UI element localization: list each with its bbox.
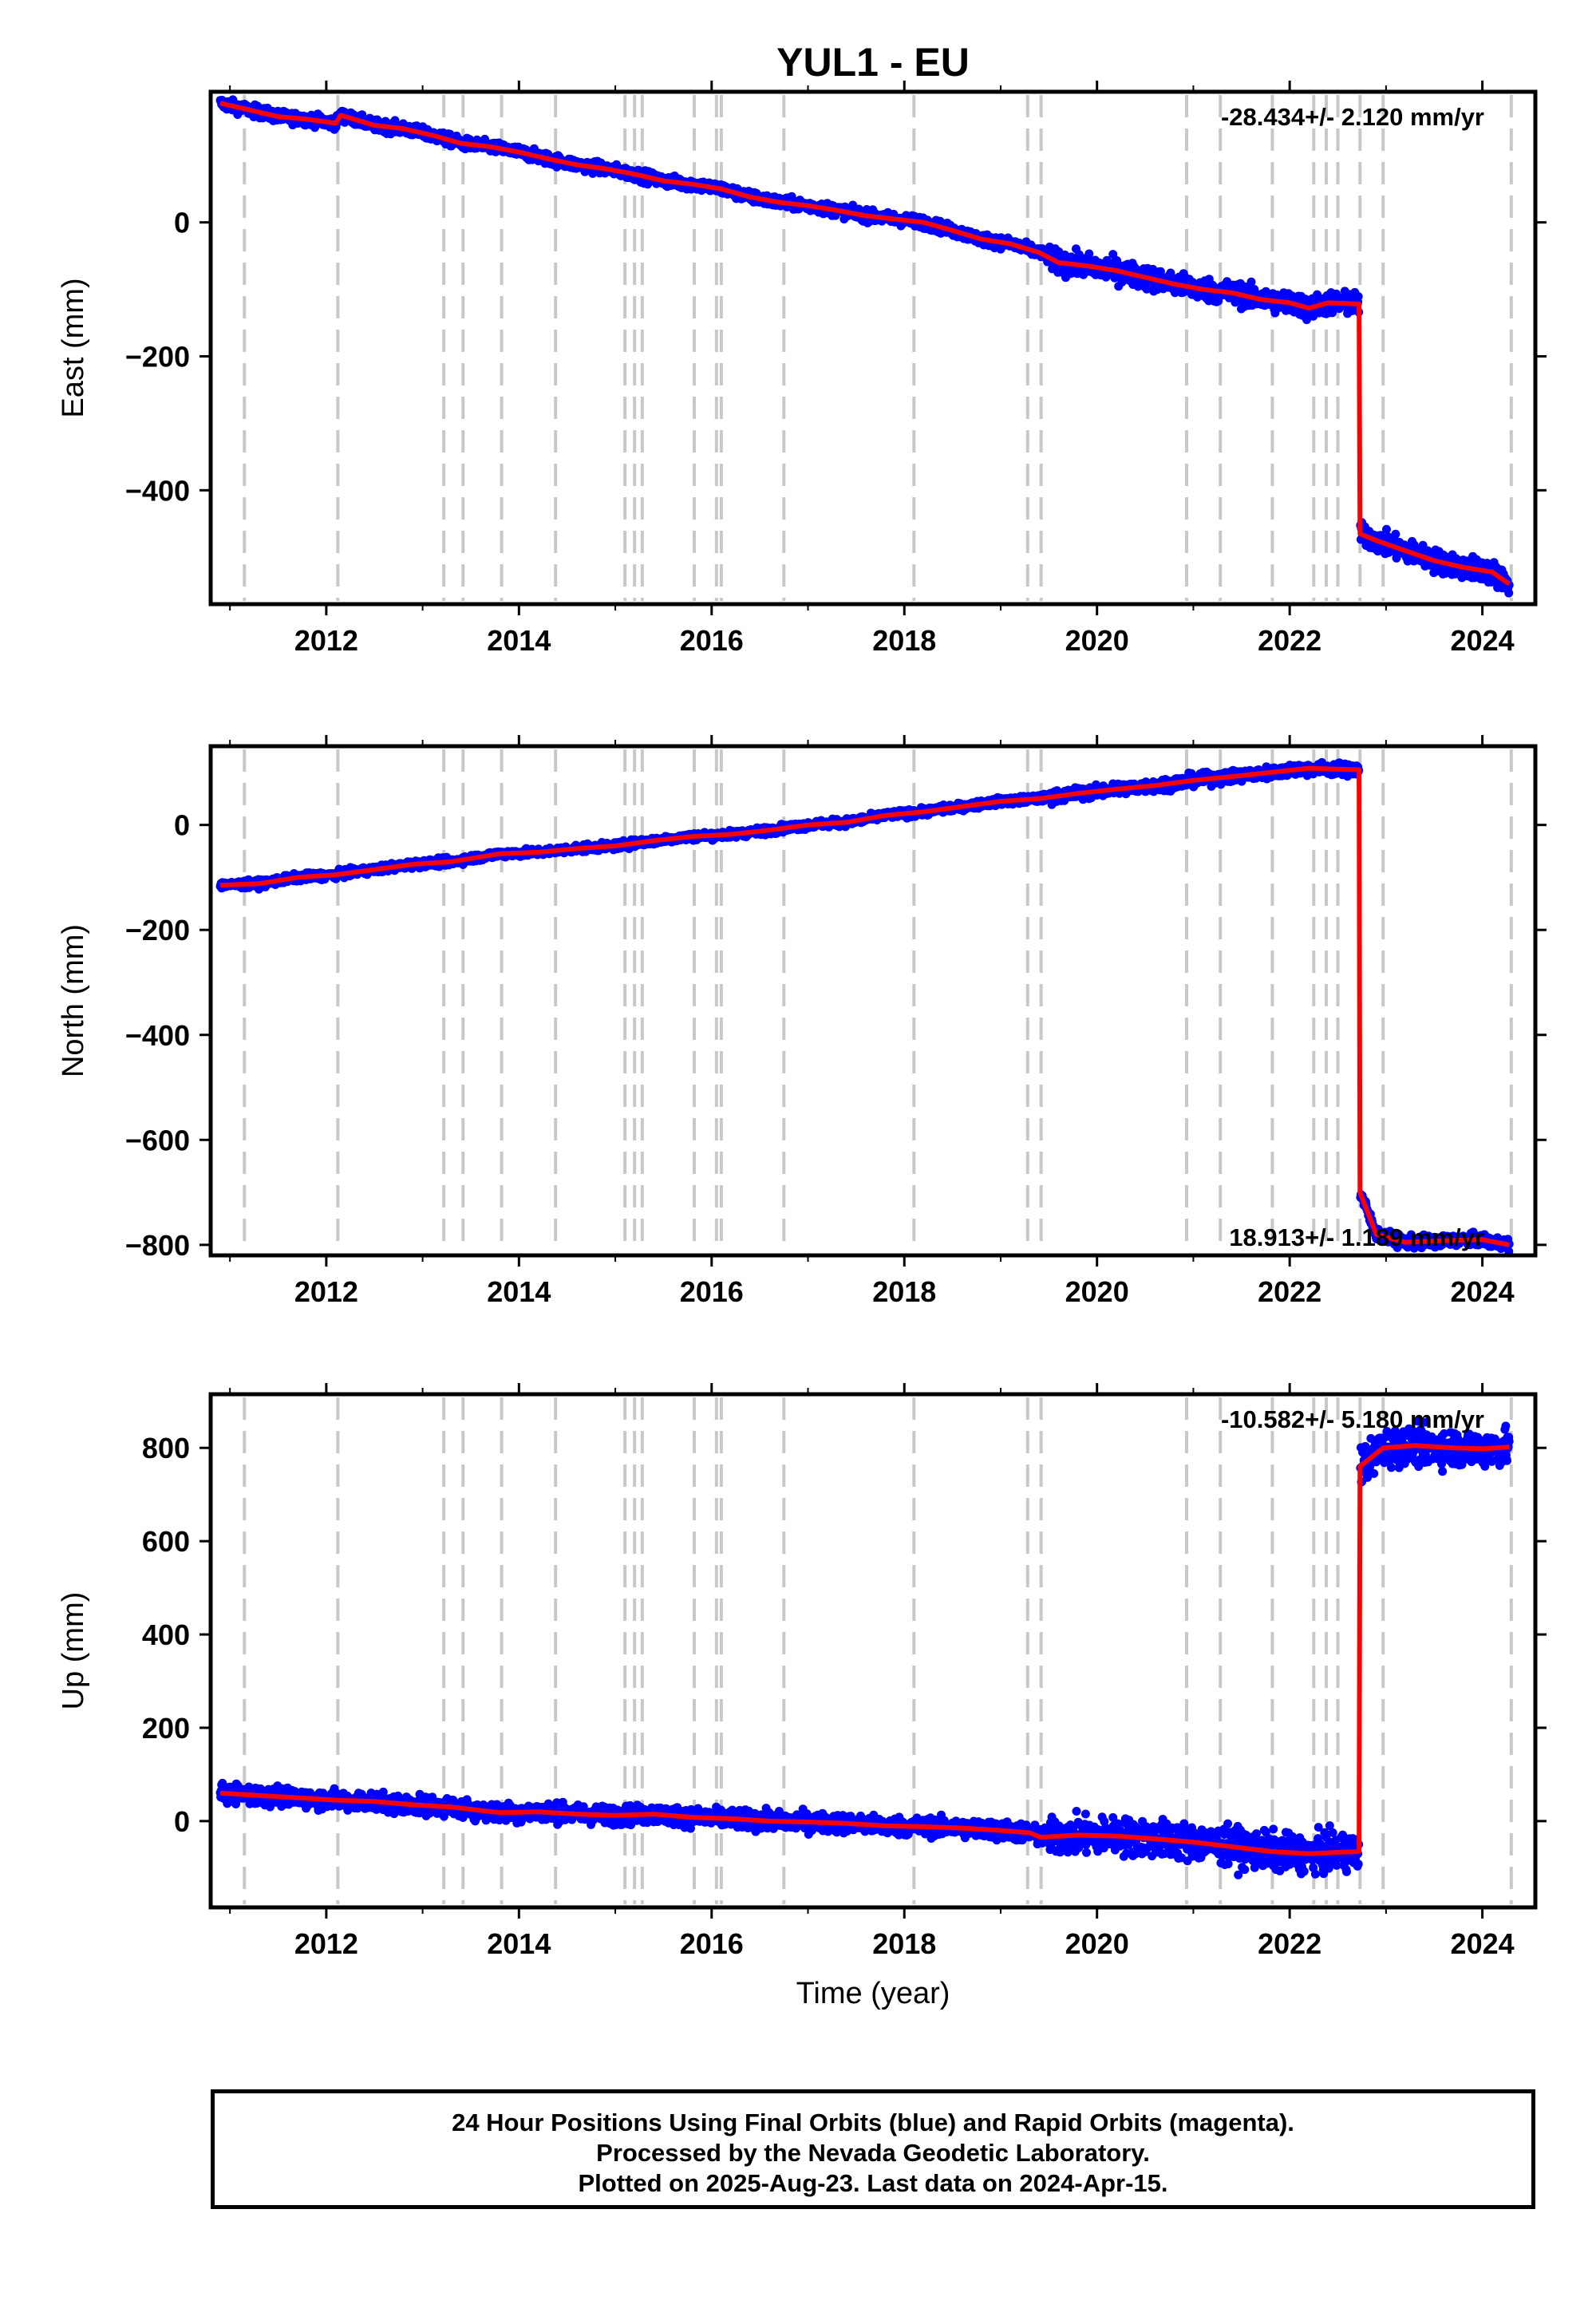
x-tick-label: 2020 (1065, 624, 1129, 657)
data-point (1504, 588, 1514, 598)
data-points (215, 95, 1514, 598)
x-tick-label: 2018 (872, 624, 936, 657)
x-tick-label: 2022 (1258, 624, 1321, 657)
data-point (1353, 292, 1363, 301)
y-tick-label: 0 (174, 207, 190, 239)
data-point (1382, 524, 1391, 534)
rate-annotation: -28.434+/- 2.120 mm/yr (1221, 103, 1484, 131)
y-axis-label: East (mm) (57, 278, 90, 417)
model-line (219, 101, 1511, 587)
panel-east: 2012 2014 2016 2018 2020 2022 2024 0 −200 −400 Eas… (57, 81, 1547, 657)
chart-title: YUL1 - EU (776, 40, 970, 85)
data-point (1391, 529, 1400, 539)
data-point (1084, 249, 1094, 259)
x-tick-label: 2014 (487, 624, 551, 657)
panel-north: 2012 2014 2016 2018 2020 2022 20240−200−400−60… (57, 735, 1547, 1308)
y-axis: 0 −200 −400 (125, 207, 1547, 507)
x-axis: 2012 2014 2016 2018 2020 2022 2024 (229, 81, 1515, 657)
y-tick-label: −200 (125, 340, 190, 373)
data-points (215, 757, 1514, 1256)
x-tick-label: 2016 (680, 624, 744, 657)
chart-panels: 2012 2014 2016 2018 2020 2022 2024 0 −200 −400 Eas… (57, 81, 1547, 2010)
y-tick-label: −400 (125, 474, 190, 507)
x-tick-label: 2024 (1451, 624, 1515, 657)
x-tick-label: 2012 (294, 624, 358, 657)
